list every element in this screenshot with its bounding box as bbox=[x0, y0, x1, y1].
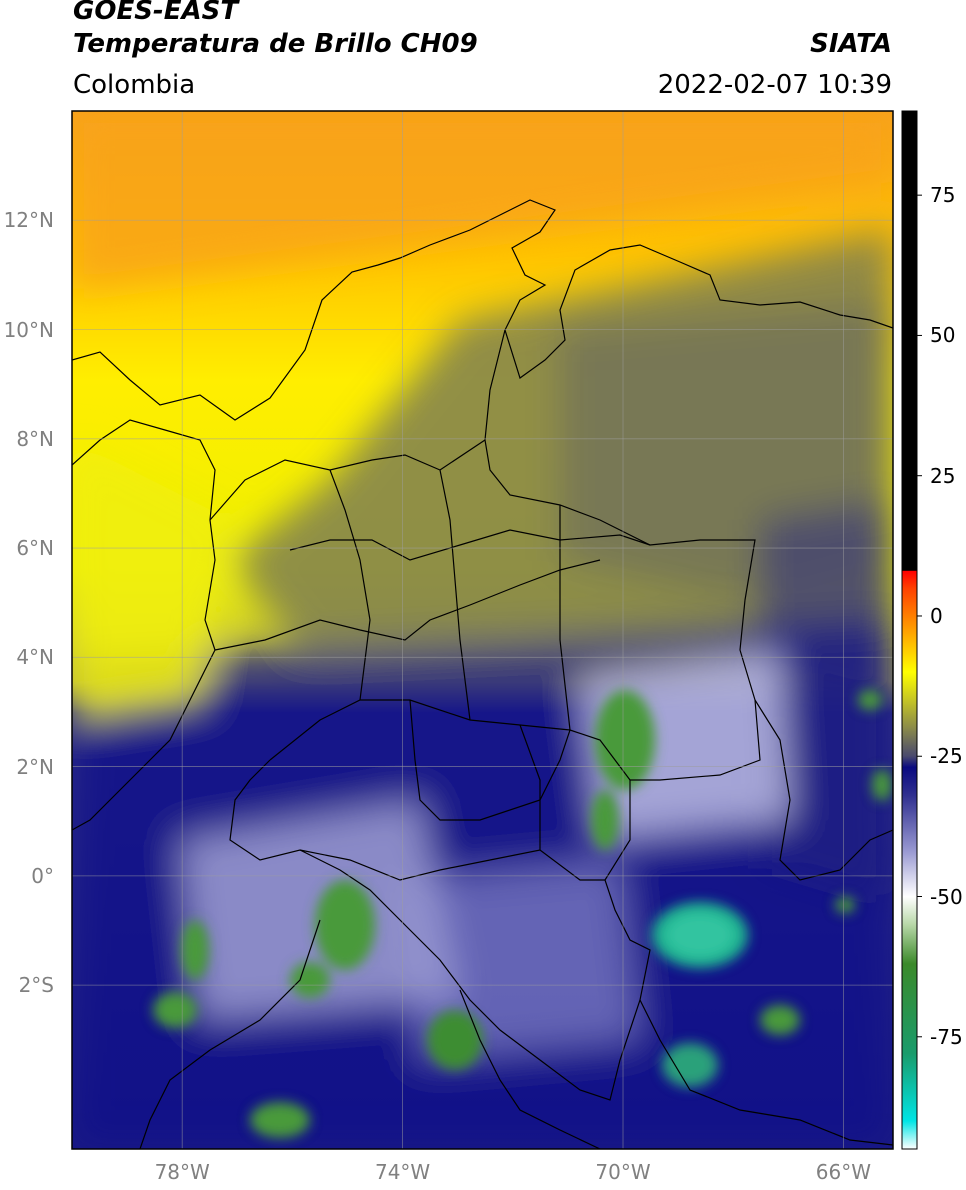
colorbar-tick-label: -75 bbox=[930, 1024, 963, 1049]
lat-tick-label: 2°N bbox=[16, 754, 54, 779]
lon-tick-label: 74°W bbox=[374, 1160, 431, 1184]
lon-tick-label: 78°W bbox=[154, 1160, 210, 1184]
graticule bbox=[72, 111, 893, 1149]
lat-tick-label: 2°S bbox=[18, 973, 54, 998]
map-frame bbox=[71, 110, 894, 1150]
lon-tick-label: 66°W bbox=[815, 1160, 872, 1184]
colorbar-tick-label: -25 bbox=[930, 744, 963, 769]
colorbar-tick-label: 0 bbox=[930, 603, 943, 628]
colorbar-tick-label: 50 bbox=[930, 323, 956, 348]
colorbar bbox=[901, 110, 922, 1150]
imagery-layer bbox=[72, 111, 893, 1149]
lat-tick-label: 6°N bbox=[16, 536, 54, 561]
cold-cloud-tops bbox=[153, 690, 892, 1138]
datetime-label: 2022-02-07 10:39 bbox=[657, 70, 892, 100]
lat-tick-label: 4°N bbox=[16, 645, 54, 670]
satellite-title: GOES-EAST bbox=[73, 0, 239, 26]
region-label: Colombia bbox=[73, 70, 196, 100]
lat-tick-label: 10°N bbox=[3, 317, 54, 342]
colorbar-tick-label: 75 bbox=[930, 183, 956, 208]
boundaries bbox=[72, 199, 893, 1149]
lat-tick-label: 12°N bbox=[3, 208, 54, 233]
colorbar-tick-label: 25 bbox=[930, 463, 956, 488]
source-label: SIATA bbox=[810, 29, 892, 59]
colorbar-tick-label: -50 bbox=[930, 884, 963, 909]
product-title: Temperatura de Brillo CH09 bbox=[73, 29, 478, 59]
lat-tick-label: 0° bbox=[31, 863, 54, 888]
lat-tick-label: 8°N bbox=[16, 426, 54, 451]
lon-tick-label: 70°W bbox=[595, 1160, 651, 1184]
